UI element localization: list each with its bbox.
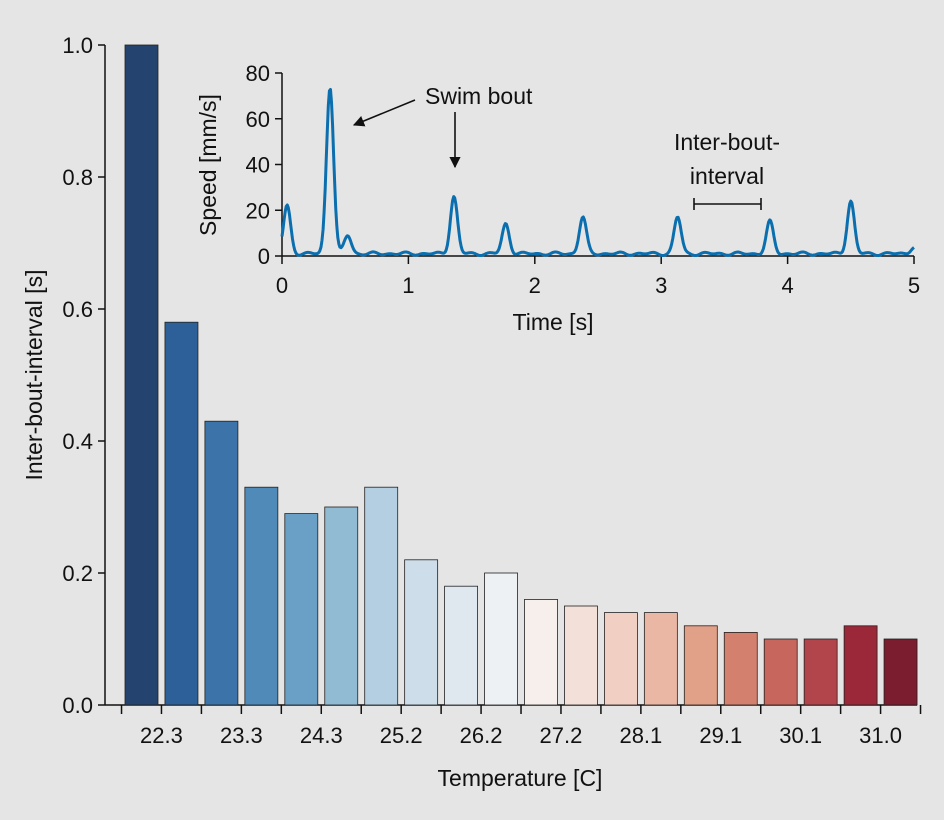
temperature-bar — [564, 605, 598, 706]
temperature-bar — [444, 585, 479, 706]
inset-y-tick-label: 80 — [246, 61, 270, 86]
temperature-bar — [404, 559, 439, 706]
swim-bout-arrow-left — [352, 99, 416, 127]
main-x-tick-label: 31.0 — [859, 723, 902, 748]
temperature-bar — [124, 44, 159, 706]
temperature-bar — [604, 612, 638, 706]
temperature-bar — [364, 486, 399, 706]
main-x-tick-label: 30.1 — [779, 723, 822, 748]
main-y-tick-label: 0.8 — [62, 165, 93, 190]
temperature-bar — [643, 612, 678, 706]
temperature-bar — [524, 599, 558, 706]
main-y-tick-label: 0.2 — [62, 561, 93, 586]
main-x-tick-label: 24.3 — [300, 723, 343, 748]
temperature-bar — [484, 572, 518, 706]
main-y-tick-label: 0.0 — [62, 693, 93, 718]
main-y-tick-label: 0.6 — [62, 297, 93, 322]
inset-y-tick-label: 0 — [258, 244, 270, 269]
inset-x-tick-label: 3 — [655, 273, 667, 298]
temperature-bar — [843, 625, 878, 706]
inset-x-tick-label: 1 — [402, 273, 414, 298]
main-y-axis-title: Inter-bout-interval [s] — [21, 270, 47, 481]
main-y-tick-label: 1.0 — [62, 33, 93, 58]
main-y-tick-label: 0.4 — [62, 429, 93, 454]
main-x-axis-title: Temperature [C] — [438, 765, 603, 791]
swim-bout-annotation: Swim bout — [425, 83, 533, 109]
inset-x-tick-label: 0 — [276, 273, 288, 298]
main-x-tick-label: 23.3 — [220, 723, 263, 748]
inset-y-tick-label: 60 — [246, 107, 270, 132]
inter-bout-annotation-line1: Inter-bout- — [674, 129, 780, 155]
temperature-bar — [244, 486, 279, 706]
main-x-tick-label: 22.3 — [140, 723, 183, 748]
inset-y-tick-label: 40 — [246, 153, 270, 178]
main-x-tick-label: 25.2 — [380, 723, 423, 748]
main-x-tick-label: 29.1 — [699, 723, 742, 748]
inset-x-tick-label: 2 — [529, 273, 541, 298]
temperature-bar — [723, 632, 758, 706]
inter-bout-annotation-line2: interval — [690, 163, 764, 189]
temperature-bar — [803, 638, 838, 706]
inset-y-axis-title: Speed [mm/s] — [195, 94, 221, 236]
temperature-bar — [763, 638, 798, 706]
inset-x-tick-label: 4 — [781, 273, 793, 298]
inset-x-tick-label: 5 — [908, 273, 920, 298]
main-x-tick-label: 27.2 — [540, 723, 583, 748]
inset-x-axis-title: Time [s] — [513, 309, 594, 335]
temperature-bar — [164, 321, 199, 706]
temperature-bar — [324, 506, 359, 706]
temperature-bar — [204, 420, 239, 706]
temperature-bar — [284, 513, 319, 706]
inset-y-tick-label: 20 — [246, 198, 270, 223]
temperature-bar — [883, 638, 918, 706]
speed-trace-line — [280, 88, 915, 257]
main-x-tick-label: 28.1 — [619, 723, 662, 748]
temperature-bar — [683, 625, 718, 706]
main-x-tick-label: 26.2 — [460, 723, 503, 748]
